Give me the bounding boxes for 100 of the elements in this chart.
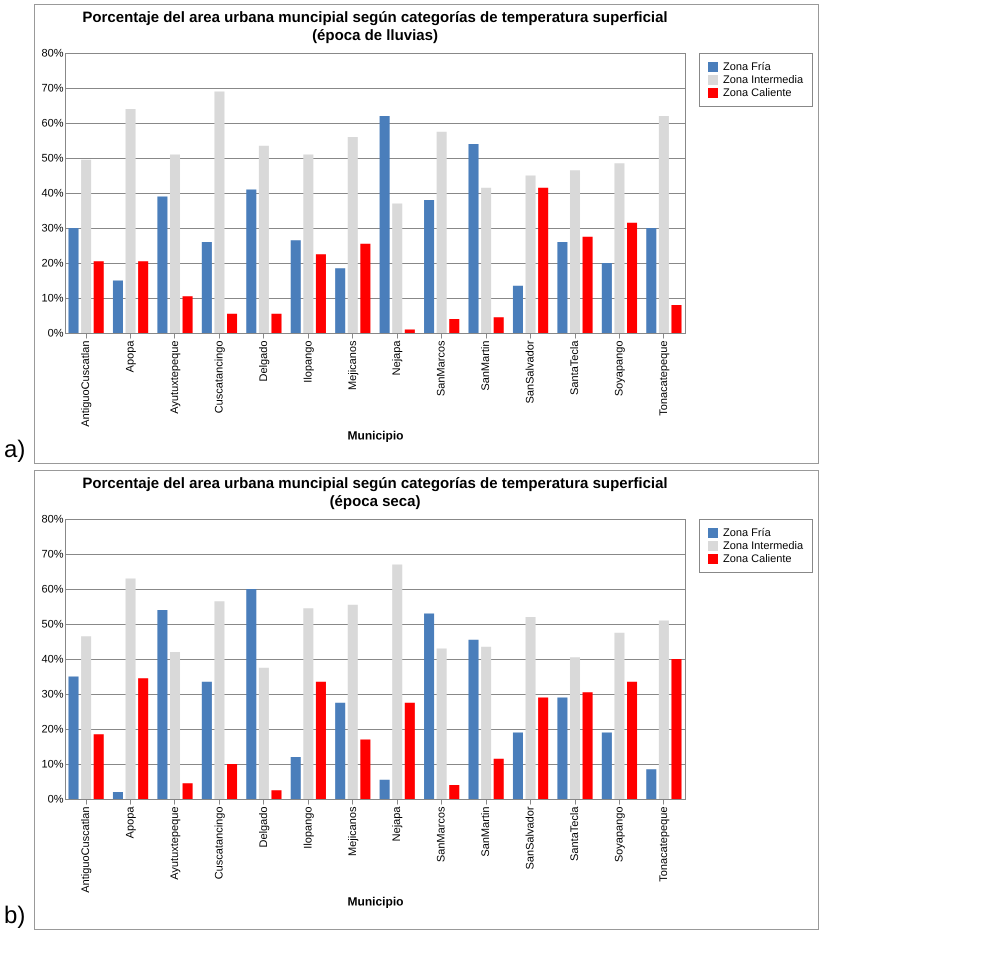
bar: [481, 188, 492, 333]
bar: [348, 604, 358, 799]
chart-subtitle: (época de lluvias): [312, 27, 438, 44]
y-tick-label: 30%: [41, 688, 64, 700]
bar: [526, 617, 536, 799]
bar: [348, 137, 358, 333]
bar: [614, 163, 624, 333]
x-tick-label: Delgado: [258, 806, 270, 848]
x-axis-title: Municipio: [348, 428, 404, 443]
x-tick-label: SanSalvador: [524, 340, 537, 404]
bar: [614, 632, 624, 799]
y-tick-label: 10%: [41, 758, 64, 770]
x-tick-label: AntiguoCuscatlan: [80, 340, 92, 427]
bar: [126, 578, 136, 799]
bar: [494, 317, 504, 333]
bar: [380, 116, 390, 333]
bar: [271, 790, 282, 799]
bar: [126, 109, 136, 333]
bar: [404, 330, 415, 333]
bar: [246, 190, 256, 333]
legend-label: Zona Fría: [723, 61, 772, 73]
bar: [182, 783, 193, 799]
bar: [494, 758, 504, 799]
x-tick-label: AntiguoCuscatlan: [80, 806, 92, 893]
bar: [602, 263, 612, 333]
bar: [290, 240, 301, 333]
bar: [68, 676, 79, 799]
bar: [436, 648, 447, 799]
x-tick-label: Apopa: [124, 340, 137, 372]
bar: [512, 286, 523, 333]
bar: [258, 668, 269, 799]
bar: [157, 196, 168, 333]
x-axis-title: Municipio: [348, 894, 404, 909]
bar: [170, 154, 180, 333]
y-tick-label: 40%: [41, 654, 64, 666]
chart-title: Porcentaje del area urbana muncipial según categorías de temperatura superficial: [82, 475, 668, 492]
bar: [449, 319, 460, 333]
bar: [112, 280, 123, 333]
x-tick-label: SanMartin: [480, 340, 492, 391]
bar: [202, 242, 212, 333]
x-tick-label: Ayutuxtepeque: [169, 340, 181, 414]
bar: [271, 314, 282, 333]
legend-label: Zona Fría: [723, 527, 772, 539]
x-tick-label: Ilopango: [302, 806, 314, 849]
bar: [360, 244, 370, 333]
bar: [68, 228, 79, 333]
y-tick-label: 10%: [41, 292, 64, 304]
bar: [138, 678, 148, 799]
y-tick-label: 70%: [41, 82, 64, 94]
bar: [404, 702, 415, 799]
chart-title: Porcentaje del area urbana muncipial según categorías de temperatura superficial: [82, 9, 668, 26]
bar: [94, 734, 104, 799]
y-tick-label: 0%: [48, 794, 64, 806]
x-tick-label: Nejapa: [391, 806, 404, 842]
bar: [94, 261, 104, 333]
y-tick-label: 50%: [41, 152, 64, 164]
x-tick-label: SantaTecla: [569, 806, 581, 861]
bar: [380, 780, 390, 799]
bar: [538, 698, 548, 799]
bar: [468, 640, 479, 799]
y-tick-label: 20%: [41, 258, 64, 270]
y-tick-label: 60%: [41, 118, 64, 130]
bar: [214, 601, 224, 799]
bar: [316, 682, 326, 799]
text: a): [4, 436, 26, 464]
bar: [557, 698, 568, 799]
bar: [112, 792, 123, 799]
bar: [602, 732, 612, 799]
x-tick-label: Soyapango: [613, 340, 626, 396]
bar: [202, 682, 212, 799]
bar: [182, 296, 193, 333]
y-tick-label: 50%: [41, 618, 64, 630]
bar: [512, 732, 523, 799]
bar: [392, 564, 402, 799]
y-tick-label: 0%: [48, 328, 64, 340]
bar: [81, 636, 92, 799]
bar: [290, 757, 301, 799]
x-tick-label: SantaTecla: [569, 340, 581, 395]
x-tick-label: Tonacatepeque: [658, 806, 670, 882]
legend-label: Zona Caliente: [723, 87, 792, 99]
x-tick-label: Ayutuxtepeque: [169, 806, 181, 880]
y-tick-label: 60%: [41, 584, 64, 596]
y-tick-label: 80%: [41, 514, 64, 526]
bar: [157, 610, 168, 799]
bar: [658, 620, 669, 799]
bar: [449, 785, 460, 799]
x-tick-label: SanSalvador: [524, 806, 537, 870]
bar: [227, 764, 238, 799]
x-tick-label: Nejapa: [391, 340, 404, 376]
bar: [335, 268, 346, 333]
bar: [138, 261, 148, 333]
bar: [582, 236, 593, 333]
bar: [424, 200, 434, 333]
chart-subtitle: (época seca): [330, 493, 420, 510]
y-tick-label: 20%: [41, 724, 64, 736]
text: b): [4, 902, 26, 930]
bar: [627, 682, 638, 799]
bar: [316, 254, 326, 333]
bar: [214, 92, 224, 333]
bar: [424, 614, 434, 799]
